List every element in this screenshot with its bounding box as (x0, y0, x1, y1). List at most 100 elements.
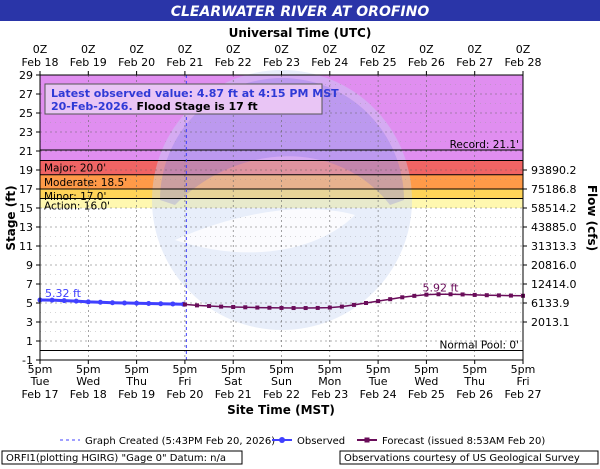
forecast-point (303, 306, 308, 311)
bottom-tick-date: Feb 24 (360, 388, 397, 401)
level-label: Normal Pool: 0' (440, 340, 520, 352)
top-tick-z: 0Z (226, 43, 241, 56)
bottom-tick-date: Feb 20 (166, 388, 203, 401)
observed-point (85, 299, 91, 305)
observed-point (109, 300, 115, 306)
stage-tick-label: 9 (26, 259, 33, 272)
info-line-2: 20-Feb-2026. Flood Stage is 17 ft (51, 100, 258, 113)
flow-tick-label: 93890.2 (531, 164, 577, 177)
forecast-point (207, 304, 212, 309)
stage-tick-label: 3 (26, 316, 33, 329)
stage-tick-label: 19 (19, 164, 33, 177)
forecast-point (388, 297, 393, 302)
observed-point (97, 299, 103, 305)
flow-tick-label: 2013.1 (531, 316, 570, 329)
stage-tick-label: 5 (26, 297, 33, 310)
forecast-point (315, 305, 320, 310)
observed-peak-label: 5.32 ft (45, 287, 82, 300)
stage-tick-label: 13 (19, 221, 33, 234)
legend: Graph Created (5:43PM Feb 20, 2026) Obse… (60, 436, 545, 447)
forecast-point (376, 299, 381, 304)
flood-bands (40, 75, 523, 208)
flow-tick-label: 75186.8 (531, 183, 577, 196)
forecast-point (219, 304, 224, 309)
top-tick-date: Feb 23 (263, 56, 300, 69)
bottom-tick-time: 5pm (462, 363, 487, 376)
bottom-tick-day: Tue (368, 375, 388, 388)
flow-tick-label: 31313.3 (531, 240, 577, 253)
forecast-point (496, 293, 501, 298)
observed-point (134, 300, 140, 306)
forecast-point (339, 304, 344, 309)
forecast-point (279, 305, 284, 310)
observed-point (170, 301, 176, 307)
forecast-point (412, 293, 417, 298)
observed-point (49, 297, 55, 303)
observed-point (73, 298, 79, 304)
level-label: Action: 16.0' (44, 201, 110, 213)
flow-tick-label: 43885.0 (531, 221, 577, 234)
top-tick-date: Feb 28 (505, 56, 542, 69)
top-tick-z: 0Z (81, 43, 96, 56)
forecast-point (364, 301, 369, 305)
observed-point (158, 301, 164, 307)
flow-tick-label: 12414.0 (531, 278, 577, 291)
flow-tick-label: 20816.0 (531, 259, 577, 272)
forecast-point (243, 305, 248, 310)
bottom-tick-day: Wed (76, 375, 100, 388)
bottom-tick-date: Feb 19 (118, 388, 155, 401)
legend-forecast-marker (364, 437, 370, 443)
top-tick-z: 0Z (274, 43, 289, 56)
top-tick-date: Feb 21 (166, 56, 203, 69)
flow-tick-label: 6133.9 (531, 297, 570, 310)
top-tick-z: 0Z (33, 43, 48, 56)
stage-tick-label: 23 (19, 126, 33, 139)
bottom-tick-day: Fri (178, 375, 191, 388)
top-axis-title: Universal Time (UTC) (229, 26, 372, 40)
stage-tick-label: 27 (19, 88, 33, 101)
bottom-tick-date: Feb 25 (408, 388, 445, 401)
top-tick-z: 0Z (371, 43, 386, 56)
level-label: Moderate: 18.5' (44, 177, 127, 189)
footer-left-box (1, 450, 243, 465)
top-tick-date: Feb 20 (118, 56, 155, 69)
flow-tick-label: 58514.2 (531, 202, 577, 215)
bottom-tick-time: 5pm (269, 363, 294, 376)
band-major (40, 160, 523, 175)
forecast-point (424, 292, 429, 297)
stage-tick-label: -1 (22, 354, 33, 367)
observed-point (146, 300, 152, 306)
forecast-point (472, 292, 477, 297)
stage-tick-label: 17 (19, 183, 33, 196)
forecast-point (267, 305, 272, 310)
bottom-tick-day: Sat (224, 375, 243, 388)
stage-tick-label: 11 (19, 240, 33, 253)
observed-point (122, 300, 128, 306)
forecast-point (484, 293, 489, 298)
right-axis-title: Flow (cfs) (585, 185, 599, 251)
top-tick-date: Feb 19 (70, 56, 107, 69)
bottom-tick-day: Thu (125, 375, 147, 388)
top-tick-date: Feb 26 (408, 56, 445, 69)
stage-tick-label: 15 (19, 202, 33, 215)
top-tick-z: 0Z (178, 43, 193, 56)
observed-point (61, 298, 67, 304)
forecast-point (436, 292, 441, 297)
footer-right: Observations courtesy of US Geological S… (344, 453, 580, 464)
forecast-peak-label: 5.92 ft (422, 281, 459, 294)
band-minor (40, 189, 523, 199)
left-axis-title: Stage (ft) (4, 185, 18, 250)
forecast-point (194, 303, 199, 308)
stage-tick-label: 7 (26, 278, 33, 291)
bottom-tick-time: 5pm (414, 363, 439, 376)
info-date: 20-Feb-2026. (51, 100, 133, 113)
bottom-tick-day: Fri (516, 375, 529, 388)
bottom-tick-time: 5pm (28, 363, 53, 376)
bottom-tick-time: 5pm (76, 363, 101, 376)
bottom-tick-day: Sun (271, 375, 292, 388)
flood-level-lines: Record: 21.1' Major: 20.0' Moderate: 18.5'… (40, 75, 523, 360)
latest-value-box: Latest observed value: 4.87 ft at 4:15 P… (44, 83, 339, 115)
stage-tick-label: 21 (19, 145, 33, 158)
